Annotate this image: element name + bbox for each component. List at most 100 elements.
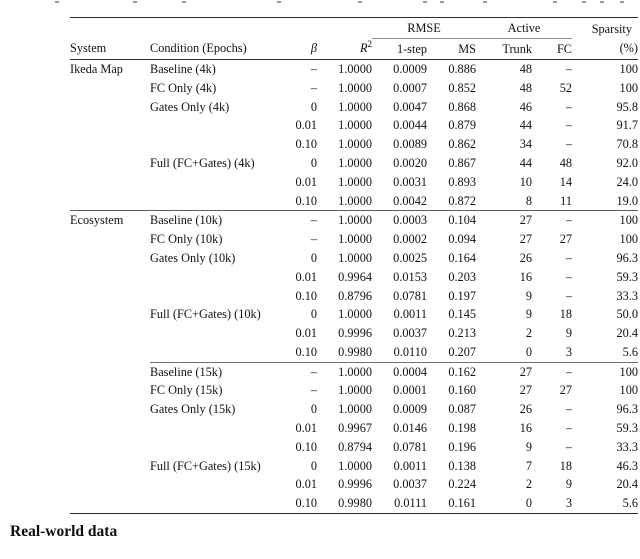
cell-condition [150,192,265,211]
cell-system [70,98,150,117]
cell-rmse-ms: 0.145 [448,307,476,322]
cell-condition [150,343,265,362]
cell-active-fc: 48 [559,155,572,170]
cell-active-fc: – [532,361,572,382]
cell-sparsity: 5.6 [622,496,638,511]
cell-active-trunk: 8 [525,193,532,208]
results-table: RMSE Active Sparsity System Condition (E… [70,17,638,515]
column-header-1step: 1-step [372,38,427,60]
column-header-condition: Condition (Epochs) [150,38,265,60]
cell-active-fc: 3 [565,496,572,511]
cell-active-trunk: 16 [519,269,532,284]
cell-condition: Full (FC+Gates) (15k) [150,458,261,473]
cell-rmse-ms: 0.867 [448,155,476,170]
cell-beta: 0.10 [295,344,317,359]
cell-active-fc: 18 [559,307,572,322]
table-row: Baseline (15k) – 1.0000 0.0004 0.162 27 … [70,361,638,382]
cell-r2: 1.0000 [338,402,372,417]
cell-sparsity: 5.6 [622,344,638,359]
group-header-rmse: RMSE [372,17,476,39]
cell-system [70,135,150,154]
cell-active-trunk: 26 [519,250,532,265]
cell-rmse-ms: 0.868 [448,99,476,114]
cell-rmse-ms: 0.161 [448,496,476,511]
cell-sparsity: 46.3 [616,458,638,473]
cell-condition [150,287,265,306]
cell-active-fc: 3 [565,344,572,359]
cell-sparsity: 100 [619,80,638,95]
cell-active-fc: 52 [559,80,572,95]
cell-active-fc: – [565,61,572,76]
cell-system [70,494,150,513]
cell-condition [150,268,265,287]
table-body: Ikeda Map Baseline (4k) – 1.0000 0.0009 … [70,60,638,514]
cell-system [70,457,150,476]
cell-rmse-ms: 0.160 [448,383,476,398]
cell-rmse-ms: 0.196 [448,439,476,454]
cell-rmse-1step: 0.0781 [393,439,427,454]
cell-active-fc: 9 [565,326,572,341]
cell-rmse-ms: 0.893 [448,174,476,189]
cell-condition: Gates Only (10k) [150,250,236,265]
cell-rmse-1step: 0.0001 [393,383,427,398]
table-row: 0.10 1.0000 0.0042 0.872 8 11 19.0 [70,192,638,211]
cell-rmse-ms: 0.862 [448,137,476,152]
cell-beta: 0.01 [295,174,317,189]
cell-condition: Baseline (4k) [150,61,216,76]
cell-sparsity: 59.3 [616,269,638,284]
cell-system [70,116,150,135]
cell-beta: – [310,232,317,247]
cell-active-fc: – [565,421,572,436]
cell-rmse-ms: 0.138 [448,458,476,473]
cell-sparsity: 33.3 [616,439,638,454]
cell-rmse-1step: 0.0004 [372,361,427,382]
cell-system [70,192,150,211]
table-row: FC Only (4k) – 1.0000 0.0007 0.852 48 52… [70,79,638,98]
cell-sparsity: 20.4 [616,477,638,492]
column-header-system: System [70,38,150,60]
cell-r2: 0.9980 [338,344,372,359]
cell-r2: 1.0000 [338,137,372,152]
cell-rmse-ms: 0.203 [448,269,476,284]
cell-beta: – [265,361,317,382]
cell-sparsity: 100 [619,232,638,247]
table-row: 0.01 1.0000 0.0044 0.879 44 – 91.7 [70,116,638,135]
cell-rmse-ms: 0.198 [448,421,476,436]
cell-beta: 0 [310,458,317,473]
table-row: Full (FC+Gates) (4k) 0 1.0000 0.0020 0.8… [70,154,638,173]
cell-rmse-ms: 0.162 [427,361,476,382]
cell-system [70,476,150,495]
cell-beta: – [310,80,317,95]
table-row: 0.10 0.8796 0.0781 0.197 9 – 33.3 [70,287,638,306]
cell-active-trunk: 0 [525,496,532,511]
cell-rmse-1step: 0.0007 [393,80,427,95]
cell-active-fc: 27 [559,383,572,398]
cell-beta: 0.10 [295,288,317,303]
table-row: 0.10 0.9980 0.0110 0.207 0 3 5.6 [70,343,638,362]
cell-r2: 1.0000 [338,383,372,398]
cell-rmse-1step: 0.0042 [393,193,427,208]
cell-beta: – [265,210,317,231]
cell-sparsity: 95.8 [616,99,638,114]
cell-active-fc: – [565,137,572,152]
cell-r2: 1.0000 [338,458,372,473]
cell-sparsity: 33.3 [616,288,638,303]
cell-r2: 1.0000 [317,210,372,231]
cell-condition: FC Only (4k) [150,80,217,95]
cell-active-trunk: 0 [525,344,532,359]
cell-r2: 1.0000 [338,61,372,76]
group-header-active: Active [476,17,572,39]
cell-beta: 0.01 [295,477,317,492]
beta-symbol: β [310,41,317,56]
cell-beta: 0 [310,250,317,265]
cell-sparsity: 100 [572,210,638,231]
table-row: 0.01 1.0000 0.0031 0.893 10 14 24.0 [70,173,638,192]
column-header-ms: MS [427,38,476,60]
cell-active-trunk: 9 [525,288,532,303]
table-row: Gates Only (4k) 0 1.0000 0.0047 0.868 46… [70,98,638,117]
cell-system [70,79,150,98]
cell-rmse-ms: 0.213 [448,326,476,341]
cell-sparsity: 100 [619,61,638,76]
table-row: Gates Only (10k) 0 1.0000 0.0025 0.164 2… [70,249,638,268]
cell-beta: 0.01 [295,326,317,341]
